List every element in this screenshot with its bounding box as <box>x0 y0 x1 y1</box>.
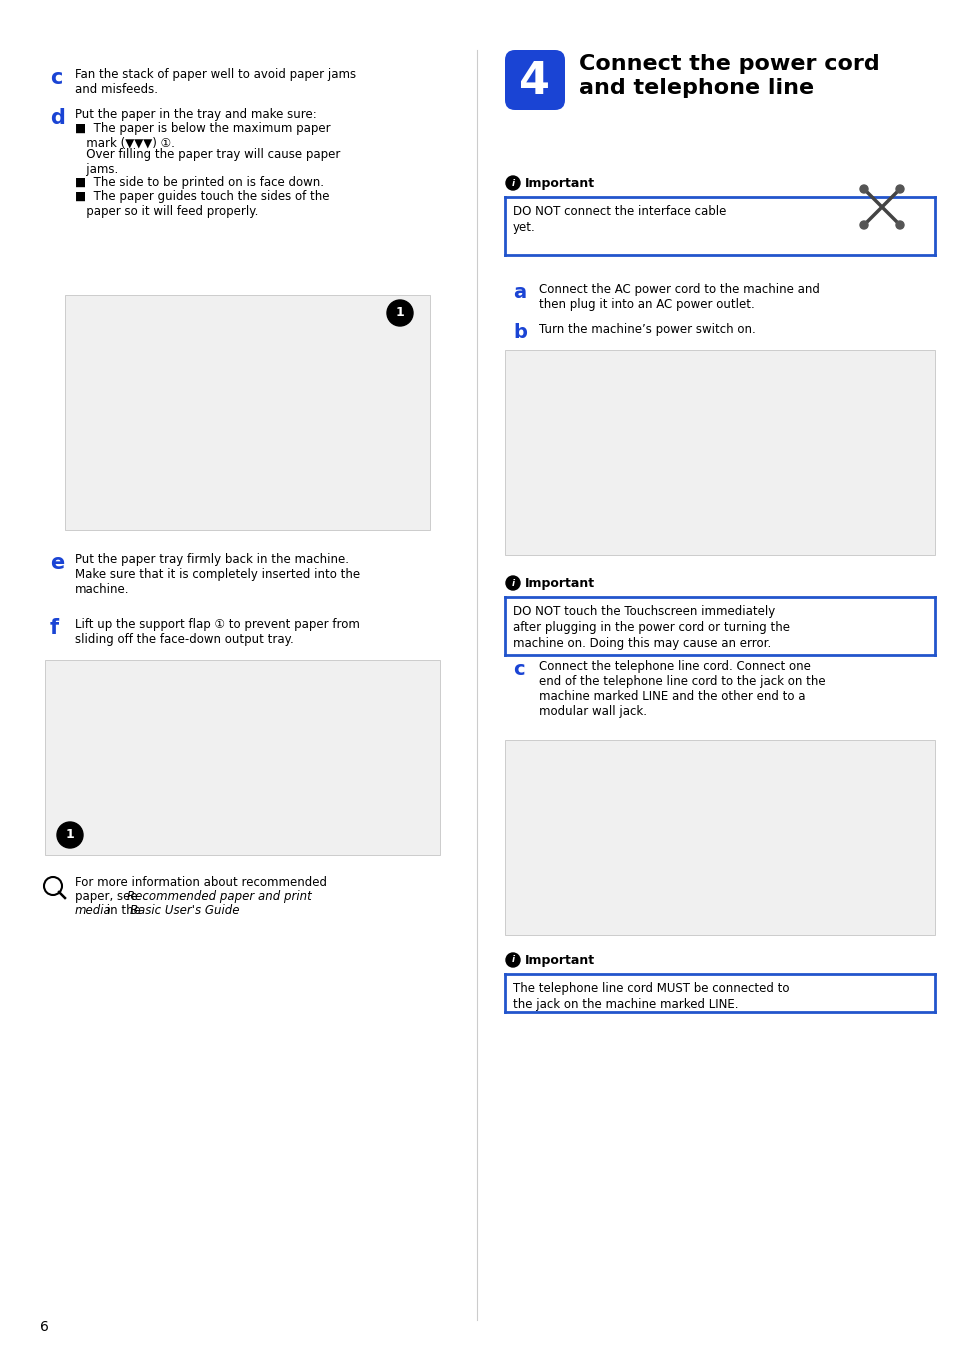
Text: a: a <box>513 284 525 302</box>
Text: Lift up the support flap ① to prevent paper from
sliding off the face-down outpu: Lift up the support flap ① to prevent pa… <box>75 618 359 647</box>
Text: c: c <box>513 660 524 679</box>
Text: 1: 1 <box>395 306 404 320</box>
Text: Put the paper in the tray and make sure:: Put the paper in the tray and make sure: <box>75 108 316 122</box>
Text: 6: 6 <box>40 1320 49 1334</box>
Text: in the: in the <box>103 904 145 917</box>
Text: ■  The paper is below the maximum paper
   mark (▼▼▼) ①.: ■ The paper is below the maximum paper m… <box>75 122 331 150</box>
Text: media: media <box>75 904 112 917</box>
Text: Basic User's Guide: Basic User's Guide <box>130 904 239 917</box>
Text: Important: Important <box>524 576 595 590</box>
Text: i: i <box>511 579 514 587</box>
Circle shape <box>387 300 413 325</box>
Bar <box>504 350 934 555</box>
Text: after plugging in the power cord or turning the: after plugging in the power cord or turn… <box>513 621 789 634</box>
Text: d: d <box>50 108 65 128</box>
Circle shape <box>505 576 519 590</box>
Circle shape <box>57 822 83 848</box>
Text: .: . <box>214 904 218 917</box>
Text: Recommended paper and print: Recommended paper and print <box>127 890 312 903</box>
Text: Turn the machine’s power switch on.: Turn the machine’s power switch on. <box>538 323 755 336</box>
Text: ■  The side to be printed on is face down.: ■ The side to be printed on is face down… <box>75 176 324 189</box>
Text: DO NOT connect the interface cable: DO NOT connect the interface cable <box>513 205 725 217</box>
Text: The telephone line cord MUST be connected to: The telephone line cord MUST be connecte… <box>513 981 789 995</box>
Text: Fan the stack of paper well to avoid paper jams
and misfeeds.: Fan the stack of paper well to avoid pap… <box>75 68 355 96</box>
Bar <box>65 296 430 531</box>
Bar <box>504 740 934 936</box>
Text: Important: Important <box>524 177 595 190</box>
Text: f: f <box>50 618 59 639</box>
Text: i: i <box>511 178 514 188</box>
Text: b: b <box>513 323 526 342</box>
Circle shape <box>505 176 519 190</box>
Text: Connect the AC power cord to the machine and
then plug it into an AC power outle: Connect the AC power cord to the machine… <box>538 284 819 310</box>
FancyBboxPatch shape <box>504 50 564 109</box>
Text: and telephone line: and telephone line <box>578 78 813 99</box>
Circle shape <box>859 221 867 230</box>
Text: Important: Important <box>524 954 595 967</box>
Text: DO NOT touch the Touchscreen immediately: DO NOT touch the Touchscreen immediately <box>513 605 775 618</box>
Bar <box>45 660 439 855</box>
Circle shape <box>505 953 519 967</box>
Text: c: c <box>50 68 62 88</box>
Text: machine on. Doing this may cause an error.: machine on. Doing this may cause an erro… <box>513 637 770 649</box>
Text: paper, see: paper, see <box>75 890 141 903</box>
Text: i: i <box>511 956 514 964</box>
Text: 4: 4 <box>519 59 550 103</box>
Text: 1: 1 <box>66 829 74 841</box>
Text: For more information about recommended: For more information about recommended <box>75 876 327 890</box>
Circle shape <box>859 185 867 193</box>
Text: Put the paper tray firmly back in the machine.
Make sure that it is completely i: Put the paper tray firmly back in the ma… <box>75 554 359 595</box>
Text: Connect the telephone line cord. Connect one
end of the telephone line cord to t: Connect the telephone line cord. Connect… <box>538 660 824 718</box>
Text: Over filling the paper tray will cause paper
   jams.: Over filling the paper tray will cause p… <box>75 148 340 176</box>
Circle shape <box>895 221 903 230</box>
Text: Connect the power cord: Connect the power cord <box>578 54 879 74</box>
Text: e: e <box>50 554 64 572</box>
Text: the jack on the machine marked LINE.: the jack on the machine marked LINE. <box>513 998 738 1011</box>
Text: yet.: yet. <box>513 221 536 234</box>
Text: ■  The paper guides touch the sides of the
   paper so it will feed properly.: ■ The paper guides touch the sides of th… <box>75 190 329 217</box>
Circle shape <box>895 185 903 193</box>
